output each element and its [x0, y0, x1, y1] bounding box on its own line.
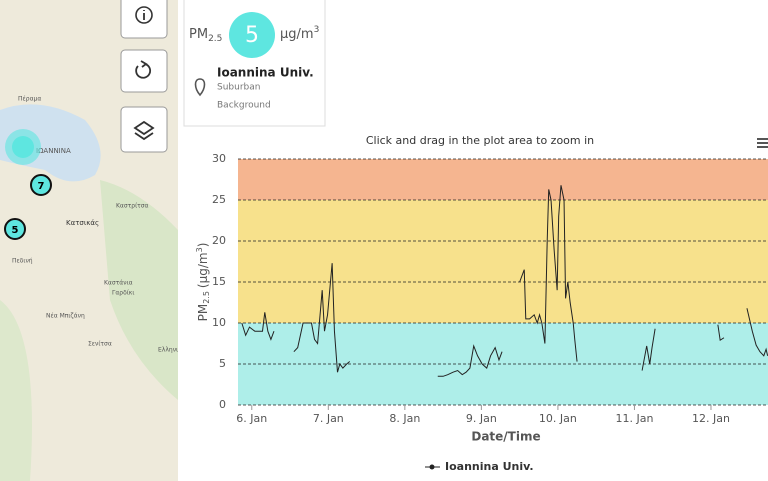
terrain — [0, 300, 32, 481]
pin-icon — [194, 78, 206, 97]
x-tick-label: 8. Jan — [389, 412, 420, 425]
y-axis-label-part: ) — [196, 243, 210, 248]
y-tick-label: 10 — [212, 316, 226, 329]
y-tick-label: 30 — [212, 152, 226, 165]
popup-station: Ioannina Univ. — [217, 66, 314, 80]
station-marker[interactable] — [12, 136, 34, 158]
plot-band — [238, 200, 768, 323]
legend-symbol — [429, 464, 435, 470]
menu-icon — [757, 138, 768, 148]
popup-kind: Background — [217, 101, 271, 111]
popup-pm: PM — [189, 27, 208, 42]
layers-button[interactable] — [120, 106, 168, 153]
y-tick-label: 20 — [212, 234, 226, 247]
y-axis-label: PM2.5 (μg/m3) — [195, 243, 211, 322]
chart: Click and drag in the plot area to zoom … — [195, 134, 768, 473]
map-label: Σενίτσα — [88, 341, 112, 348]
x-axis-label: Date/Time — [471, 430, 540, 444]
popup-area: Suburban — [217, 83, 260, 93]
popup-value: 5 — [245, 23, 259, 48]
map-buttons — [120, 0, 168, 153]
layers-icon — [133, 120, 155, 141]
map-label: Πεδινή — [12, 258, 33, 265]
plot-band — [238, 159, 768, 200]
map-label: Κατσικάς — [66, 219, 99, 227]
map-label: Ελληνικό — [158, 347, 186, 354]
cluster[interactable] — [4, 218, 26, 240]
reset-button[interactable] — [120, 49, 168, 93]
map-label: Πέραμα — [18, 96, 41, 103]
popup-unit: μg/m — [280, 27, 314, 42]
map-label: Καστάνια — [104, 280, 133, 287]
x-tick-label: 12. Jan — [692, 412, 730, 425]
y-axis-label-part: 2.5 — [202, 291, 211, 304]
y-axis-label-part: PM — [196, 304, 210, 322]
y-tick-label: 15 — [212, 275, 226, 288]
x-tick-label: 11. Jan — [615, 412, 653, 425]
terrain — [100, 180, 178, 400]
reset-icon — [140, 60, 148, 68]
x-tick-label: 10. Jan — [539, 412, 577, 425]
map-label: ΙΩΑΝΝΙΝΑ — [36, 147, 71, 155]
popup-unit: μg/m3 — [280, 25, 319, 42]
y-axis-label-part: 3 — [195, 247, 204, 252]
y-tick-label: 25 — [212, 193, 226, 206]
popup-unit-sup: 3 — [314, 25, 320, 35]
popup-pm: PM2.5 — [189, 27, 222, 44]
popup-value-circle — [229, 12, 275, 58]
map-label: Νέα Μπιζάνη — [46, 313, 85, 320]
x-tick-label: 9. Jan — [466, 412, 497, 425]
x-tick-label: 7. Jan — [313, 412, 344, 425]
map-label: Γαρδίκι — [112, 290, 134, 297]
reset-icon — [135, 63, 152, 79]
data-line — [241, 185, 768, 377]
y-axis-label-part: (μg/m — [196, 252, 210, 288]
cluster-count: 7 — [38, 181, 45, 192]
chart-title: Click and drag in the plot area to zoom … — [366, 134, 594, 147]
x-tick-label: 6. Jan — [236, 412, 267, 425]
y-tick-label: 0 — [219, 398, 226, 411]
cluster-count: 5 — [12, 225, 19, 236]
legend-label: Ioannina Univ. — [445, 460, 534, 473]
y-tick-label: 5 — [219, 357, 226, 370]
map-label: Καστρίτσα — [116, 203, 149, 210]
cluster[interactable] — [30, 174, 52, 196]
popup-pm-sub: 2.5 — [208, 34, 222, 44]
info-icon — [135, 6, 153, 24]
